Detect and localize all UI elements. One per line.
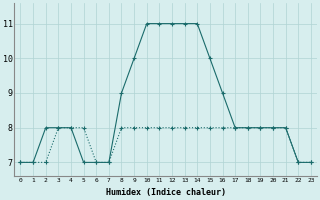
X-axis label: Humidex (Indice chaleur): Humidex (Indice chaleur) — [106, 188, 226, 197]
